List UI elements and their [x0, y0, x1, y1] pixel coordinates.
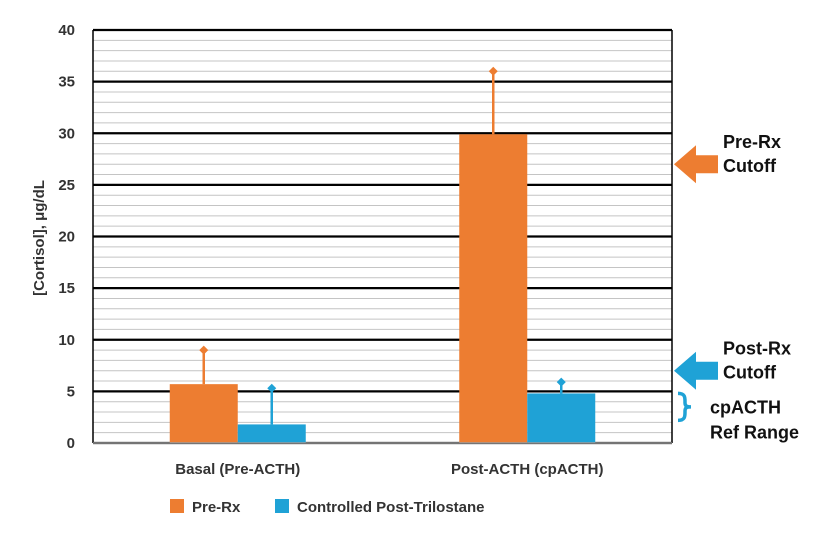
y-tick-label: 15 [58, 280, 75, 297]
annotation-label: Pre-Rx [723, 132, 781, 152]
error-bar-cap [267, 383, 277, 393]
error-bar-cap [488, 66, 498, 76]
error-bar-cap [556, 377, 566, 387]
annotations: Pre-Rx Cutoff Post-Rx Cutoff cpACTH Ref Range [674, 132, 799, 442]
annotation-label: Cutoff [723, 156, 777, 176]
annotation-label: Cutoff [723, 363, 777, 383]
error-bar-cap [199, 345, 209, 355]
y-tick-label: 5 [67, 383, 75, 400]
y-tick-label: 30 [58, 125, 75, 142]
ref-range-brace [677, 391, 692, 423]
legend-label: Pre-Rx [192, 499, 241, 516]
tick-labels: 0 5 10 15 20 25 30 35 40 Basal (Pre-ACTH) Post-ACT… [58, 22, 603, 478]
y-tick-label: 10 [58, 332, 75, 349]
y-tick-label: 35 [58, 74, 75, 91]
grid-lines [93, 28, 672, 445]
y-axis-label: [Cortisol], μg/dL [31, 180, 48, 296]
annotation-label: Ref Range [710, 422, 799, 442]
bar [527, 393, 596, 443]
cutoff-arrow [674, 351, 718, 390]
legend: Pre-Rx Controlled Post-Trilostane [170, 499, 485, 516]
y-tick-label: 25 [58, 177, 75, 194]
cutoff-arrow [674, 145, 718, 184]
annotation-label: Post-Rx [723, 339, 791, 359]
bar [169, 384, 238, 443]
annotation-label: cpACTH [710, 397, 781, 417]
y-tick-label: 0 [67, 435, 75, 452]
bars [169, 66, 596, 443]
x-tick-label: Post-ACTH (cpACTH) [451, 461, 603, 478]
legend-swatch [170, 499, 184, 513]
axes [92, 30, 673, 444]
bar [237, 424, 306, 443]
bar [459, 134, 528, 443]
legend-swatch [275, 499, 289, 513]
y-tick-label: 40 [58, 22, 75, 39]
legend-label: Controlled Post-Trilostane [297, 499, 485, 516]
y-tick-label: 20 [58, 229, 75, 246]
x-tick-label: Basal (Pre-ACTH) [175, 461, 300, 478]
